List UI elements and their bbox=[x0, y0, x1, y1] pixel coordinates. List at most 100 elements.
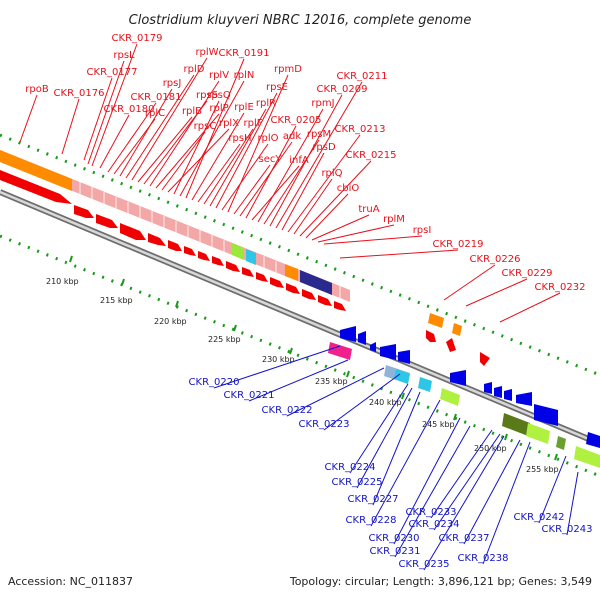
forward-gene-label: rpoB bbox=[25, 84, 49, 95]
reverse-gene-label: CKR_0225 bbox=[332, 477, 383, 488]
reverse-gene-label: CKR_0237 bbox=[439, 533, 490, 544]
forward-leader-line bbox=[149, 80, 220, 187]
forward-gene-label: infA bbox=[289, 155, 309, 166]
forward-gene-label: rplE bbox=[234, 102, 254, 113]
reverse-gene-label: CKR_0234 bbox=[409, 519, 460, 530]
forward-leader-line bbox=[499, 292, 561, 323]
forward-leader-line bbox=[317, 224, 395, 243]
forward-leader-line bbox=[287, 134, 361, 233]
forward-gene-labels: rpoB CKR_0176 CKR_0177 rpsL CKR_0179 CKR_0180… bbox=[19, 33, 585, 323]
reverse-gene-label: CKR_0233 bbox=[406, 507, 457, 518]
reverse-leader-line bbox=[538, 455, 567, 524]
map-title: Clostridium kluyveri NBRC 12016, complet… bbox=[129, 13, 472, 28]
forward-gene-label: CKR_0213 bbox=[335, 124, 386, 135]
forward-leader-line bbox=[465, 278, 528, 307]
forward-gene-label: cbiO bbox=[337, 183, 360, 194]
forward-gene-label: CKR_0205 bbox=[271, 115, 322, 126]
reverse-gene-label: CKR_0227 bbox=[348, 494, 399, 505]
scale-label: 240 kbp bbox=[369, 398, 402, 407]
forward-gene-label: rpsS bbox=[196, 90, 218, 101]
forward-gene-label: rplB bbox=[182, 106, 202, 117]
forward-gene-label: rplQ bbox=[321, 168, 342, 179]
reverse-gene-label: CKR_0243 bbox=[542, 524, 593, 535]
forward-leader-line bbox=[185, 58, 245, 199]
forward-gene-label: rpsH bbox=[228, 133, 251, 144]
accession-text: Accession: NC_011837 bbox=[8, 575, 133, 588]
scale-label: 245 kbp bbox=[422, 420, 455, 429]
forward-gene-label: rplX bbox=[219, 118, 239, 129]
forward-leader-line bbox=[311, 214, 370, 241]
forward-gene-label: rpmD bbox=[274, 64, 302, 75]
forward-leader-line bbox=[275, 81, 363, 229]
forward-leader-line bbox=[227, 74, 289, 213]
reverse-leader-line bbox=[323, 373, 401, 431]
forward-gene-label: truA bbox=[358, 204, 379, 215]
forward-gene-label: CKR_0176 bbox=[54, 88, 105, 99]
forward-gene-label: rpsJ bbox=[163, 78, 182, 89]
forward-leader-line bbox=[245, 125, 297, 219]
forward-leader-line bbox=[179, 80, 245, 197]
genome-backbone bbox=[0, 189, 600, 448]
forward-gene-label: rpsD bbox=[312, 142, 336, 153]
forward-leader-line bbox=[83, 77, 113, 161]
reverse-leader-line bbox=[433, 433, 501, 531]
forward-leader-line bbox=[233, 164, 271, 215]
forward-gene-label: rplR bbox=[256, 98, 276, 109]
reverse-leader-line bbox=[430, 429, 493, 519]
scale-label: 255 kbp bbox=[526, 465, 559, 474]
reverse-leader-line bbox=[393, 417, 461, 545]
forward-gene-label: CKR_0179 bbox=[112, 33, 163, 44]
forward-leader-line bbox=[293, 178, 333, 235]
forward-leader-line bbox=[137, 116, 193, 183]
forward-leader-line bbox=[161, 131, 206, 191]
forward-leader-line bbox=[125, 74, 195, 179]
scale-label: 220 kbp bbox=[154, 317, 187, 326]
forward-leader-line bbox=[131, 57, 208, 181]
forward-gene-label: CKR_0180 bbox=[104, 104, 155, 115]
forward-leader-line bbox=[215, 92, 278, 209]
forward-gene-label: rpsL bbox=[113, 50, 135, 61]
forward-leader-line bbox=[281, 152, 325, 231]
genome-summary-text: Topology: circular; Length: 3,896,121 bp… bbox=[289, 575, 592, 588]
forward-leader-line bbox=[305, 193, 349, 239]
forward-leader-line bbox=[19, 94, 38, 143]
forward-leader-line bbox=[339, 249, 459, 259]
reverse-gene-label: CKR_0221 bbox=[224, 390, 275, 401]
reverse-gene-label: CKR_0242 bbox=[514, 512, 565, 523]
reverse-cds-track bbox=[328, 326, 600, 468]
forward-gene-label: adk bbox=[283, 131, 301, 142]
reverse-gene-label: CKR_0224 bbox=[325, 462, 376, 473]
forward-gene-label: rpmJ bbox=[311, 98, 334, 109]
forward-gene-label: rplD bbox=[184, 64, 205, 75]
forward-gene-label: CKR_0219 bbox=[433, 239, 484, 250]
scale-label: 215 kbp bbox=[100, 296, 133, 305]
reverse-leader-line bbox=[566, 471, 579, 536]
forward-leader-line bbox=[167, 128, 230, 193]
forward-gene-label: secY bbox=[259, 154, 283, 165]
forward-leader-line bbox=[191, 112, 245, 201]
reverse-leader-line bbox=[372, 391, 421, 506]
forward-leader-line bbox=[443, 264, 496, 301]
forward-leader-line bbox=[299, 160, 372, 237]
reverse-leader-line bbox=[394, 425, 471, 558]
forward-feature-band bbox=[0, 150, 350, 302]
reverse-leader-line bbox=[213, 345, 341, 389]
reverse-leader-line bbox=[349, 383, 409, 474]
forward-leader-line bbox=[99, 114, 130, 169]
forward-leader-line bbox=[61, 98, 80, 155]
forward-gene-label: rpsC bbox=[194, 121, 217, 132]
forward-gene-label: rpsQ bbox=[207, 90, 231, 101]
forward-gene-label: rplC bbox=[145, 108, 165, 119]
forward-leader-line bbox=[107, 102, 157, 173]
forward-leader-line bbox=[197, 143, 241, 203]
reverse-leader-line bbox=[356, 387, 413, 489]
forward-gene-label: CKR_0211 bbox=[337, 71, 388, 82]
forward-leader-line bbox=[209, 108, 267, 207]
forward-leader-line bbox=[323, 235, 423, 245]
forward-gene-label: rplO bbox=[257, 133, 278, 144]
forward-leader-line bbox=[119, 88, 173, 177]
forward-gene-label: rplW bbox=[195, 47, 218, 58]
forward-cds-track bbox=[0, 170, 490, 366]
